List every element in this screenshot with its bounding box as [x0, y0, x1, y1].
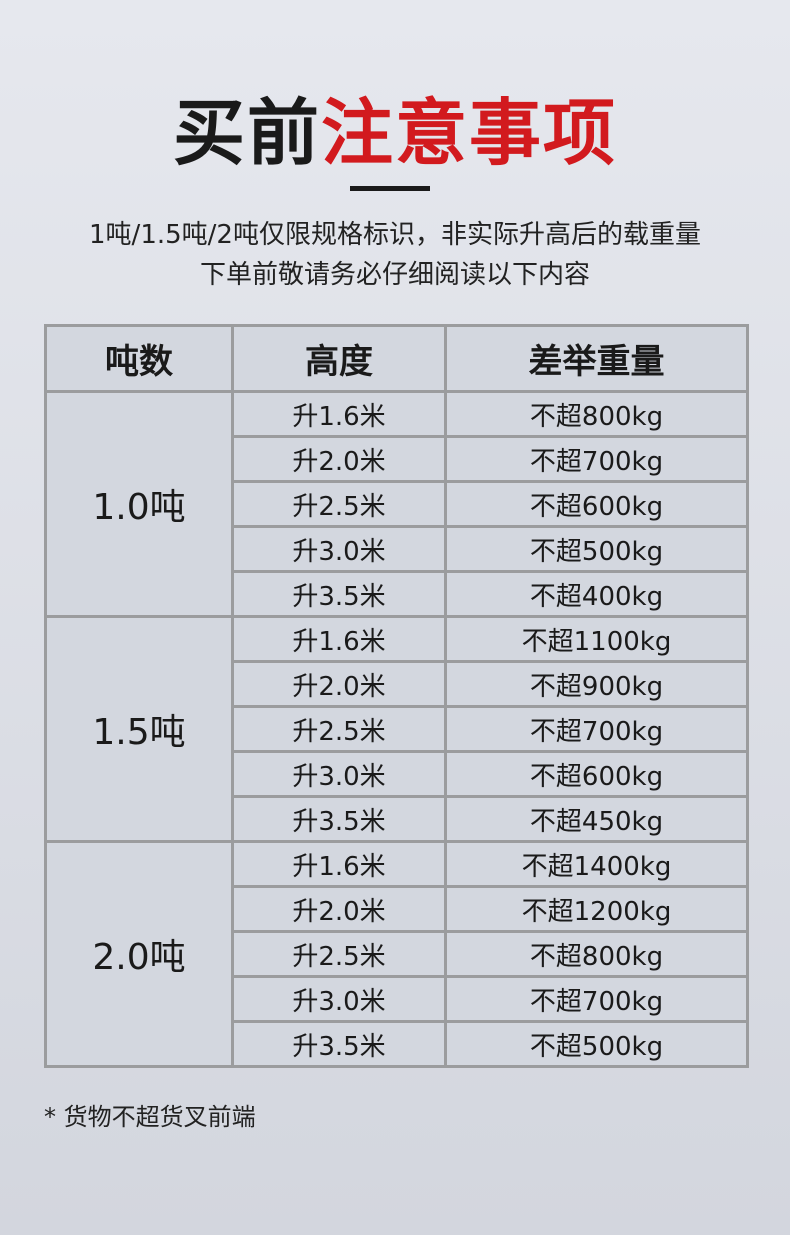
table-row: 1.0吨 升1.6米 不超800kg: [44, 390, 749, 618]
table-row: 升3.0米 不超500kg: [46, 525, 749, 573]
capacity-cell: 不超400kg: [444, 570, 749, 618]
height-cell: 升1.6米: [231, 615, 447, 663]
subtitle-line-2: 下单前敬请务必仔细阅读以下内容: [199, 260, 590, 290]
title-divider: [350, 186, 430, 191]
table-row: 升2.0米 不超900kg: [46, 660, 749, 708]
height-cell: 升3.0米: [231, 975, 447, 1023]
subtitle-line-1: 1吨/1.5吨/2吨仅限规格标识，非实际升高后的载重量: [89, 220, 701, 250]
capacity-cell: 不超600kg: [444, 750, 749, 798]
capacity-cell: 不超1100kg: [444, 615, 749, 663]
capacity-cell: 不超1200kg: [444, 885, 749, 933]
height-cell: 升3.5米: [231, 1020, 447, 1068]
capacity-cell: 不超1400kg: [444, 840, 749, 888]
height-cell: 升3.5米: [231, 795, 447, 843]
table-row: 升2.5米 不超800kg: [46, 930, 749, 978]
capacity-cell: 不超700kg: [444, 975, 749, 1023]
page-title: 买前注意事项: [0, 88, 790, 178]
height-cell: 升2.0米: [231, 660, 447, 708]
table-row: 升3.0米 不超600kg: [46, 750, 749, 798]
header-height: 高度: [231, 324, 447, 393]
height-cell: 升2.0米: [231, 885, 447, 933]
table-row: 升2.0米 不超1200kg: [46, 885, 749, 933]
table-row: 升2.5米 不超600kg: [46, 480, 749, 528]
capacity-cell: 不超700kg: [444, 705, 749, 753]
capacity-cell: 不超900kg: [444, 660, 749, 708]
capacity-cell: 不超800kg: [444, 930, 749, 978]
table-row: 2.0吨 升1.6米 不超1400kg: [44, 840, 749, 1068]
footnote: * 货物不超货叉前端: [44, 1103, 256, 1131]
height-cell: 升2.5米: [231, 705, 447, 753]
table-row: 升3.5米 不超400kg: [46, 570, 749, 618]
height-cell: 升3.5米: [231, 570, 447, 618]
tonnage-cell: 2.0吨: [44, 840, 234, 1068]
table-row: 升3.5米 不超450kg: [46, 795, 749, 843]
tonnage-cell: 1.0吨: [44, 390, 234, 618]
height-cell: 升1.6米: [231, 840, 447, 888]
height-cell: 升1.6米: [231, 390, 447, 438]
capacity-cell: 不超450kg: [444, 795, 749, 843]
table-header-row: 吨数 高度 差举重量: [44, 324, 749, 393]
table-row: 升2.0米 不超700kg: [46, 435, 749, 483]
capacity-cell: 不超500kg: [444, 1020, 749, 1068]
header-tonnage: 吨数: [44, 324, 234, 393]
table-row: 升3.0米 不超700kg: [46, 975, 749, 1023]
capacity-cell: 不超800kg: [444, 390, 749, 438]
height-cell: 升2.5米: [231, 930, 447, 978]
height-cell: 升3.0米: [231, 750, 447, 798]
capacity-cell: 不超700kg: [444, 435, 749, 483]
height-cell: 升2.0米: [231, 435, 447, 483]
capacity-cell: 不超500kg: [444, 525, 749, 573]
capacity-table: 吨数 高度 差举重量 1.0吨 升1.6米 不超800kg 升2.0米 不超700kg 升…: [44, 324, 749, 1068]
height-cell: 升2.5米: [231, 480, 447, 528]
table-row: 升2.5米 不超700kg: [46, 705, 749, 753]
tonnage-cell: 1.5吨: [44, 615, 234, 843]
header-capacity: 差举重量: [444, 324, 749, 393]
capacity-cell: 不超600kg: [444, 480, 749, 528]
height-cell: 升3.0米: [231, 525, 447, 573]
table-row: 升3.5米 不超500kg: [46, 1020, 749, 1068]
title-red: 注意事项: [321, 91, 618, 175]
title-black: 买前: [172, 91, 321, 175]
table-row: 1.5吨 升1.6米 不超1100kg: [44, 615, 749, 843]
